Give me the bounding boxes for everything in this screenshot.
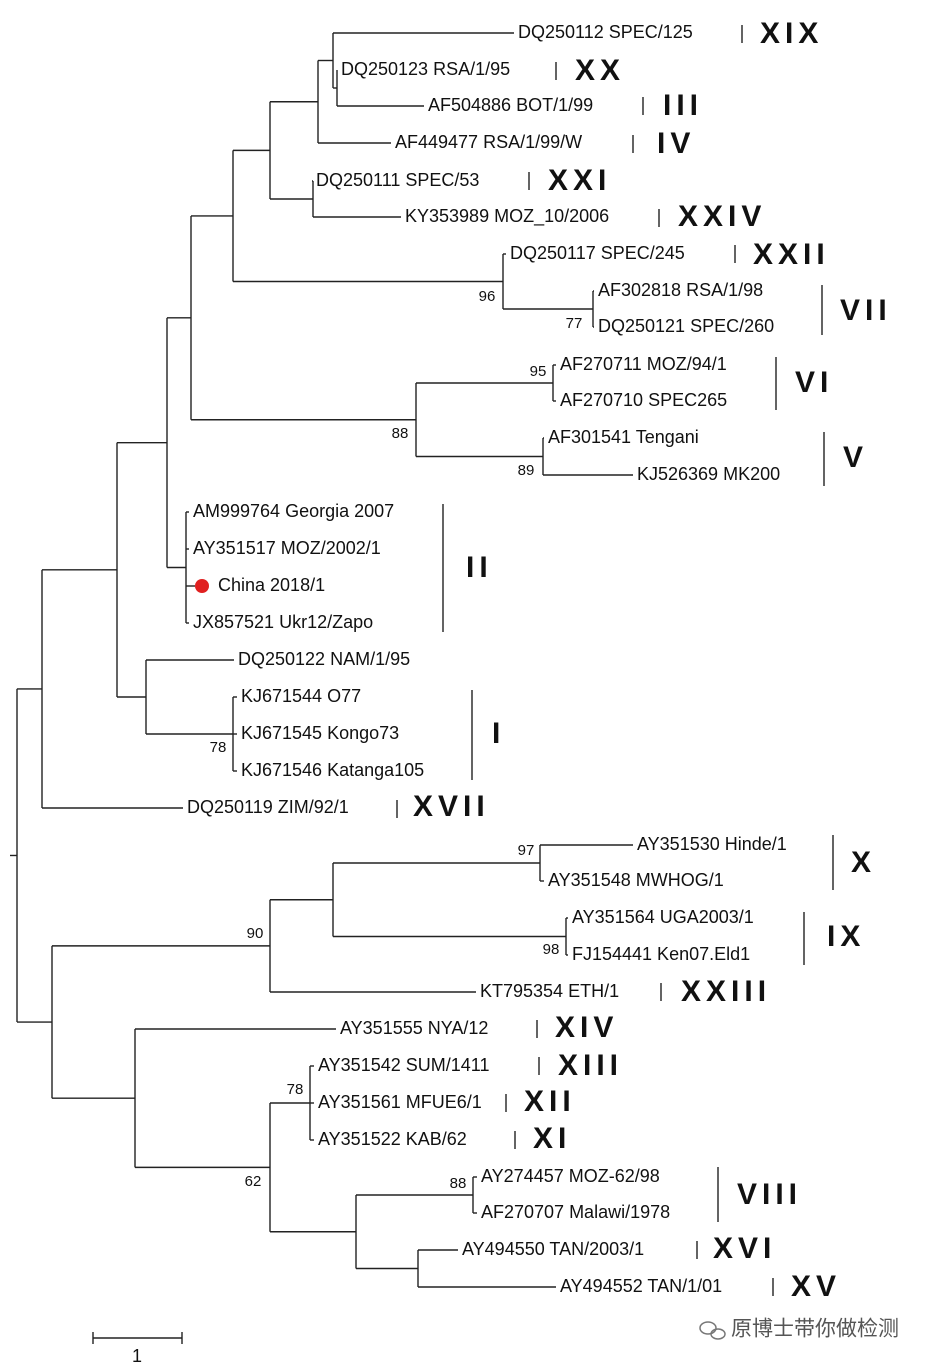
leaf-label: AY351548 MWHOG/1 bbox=[548, 870, 724, 890]
genotype-label: XIII bbox=[558, 1049, 623, 1082]
genotype-label: XVII bbox=[413, 790, 490, 823]
leaf-label: DQ250122 NAM/1/95 bbox=[238, 649, 410, 669]
leaf-label: AY351522 KAB/62 bbox=[318, 1129, 467, 1149]
genotype-label: VI bbox=[795, 366, 833, 399]
leaf-label: AY351530 Hinde/1 bbox=[637, 834, 787, 854]
bootstrap-value: 97 bbox=[518, 842, 535, 859]
bootstrap-value: 77 bbox=[566, 315, 583, 332]
leaf-label: AY351555 NYA/12 bbox=[340, 1018, 488, 1038]
genotype-label: III bbox=[663, 89, 703, 122]
leaf-label: KY353989 MOZ_10/2006 bbox=[405, 206, 609, 227]
genotype-label: IV bbox=[657, 127, 695, 160]
leaf-label: AF504886 BOT/1/99 bbox=[428, 95, 593, 115]
leaf-label: AY494550 TAN/2003/1 bbox=[462, 1239, 644, 1259]
leaf-label: AM999764 Georgia 2007 bbox=[193, 501, 394, 521]
leaf-label: AF270707 Malawi/1978 bbox=[481, 1202, 670, 1222]
scale-label: 1 bbox=[132, 1346, 142, 1366]
bootstrap-value: 62 bbox=[245, 1173, 262, 1190]
bootstrap-value: 88 bbox=[450, 1175, 467, 1192]
genotype-label: XXII bbox=[753, 238, 830, 271]
genotype-label: I bbox=[492, 717, 505, 750]
leaf-label: AY494552 TAN/1/01 bbox=[560, 1276, 722, 1296]
leaf-label: AF302818 RSA/1/98 bbox=[598, 280, 763, 300]
bootstrap-value: 90 bbox=[247, 925, 264, 942]
leaf-label: FJ154441 Ken07.Eld1 bbox=[572, 944, 750, 964]
genotype-label: IX bbox=[827, 920, 865, 953]
leaf-label: AF301541 Tengani bbox=[548, 427, 699, 447]
bootstrap-value: 89 bbox=[518, 462, 535, 479]
leaf-label: KJ671544 O77 bbox=[241, 686, 361, 706]
leaf-label: DQ250117 SPEC/245 bbox=[510, 243, 685, 263]
genotype-label: XXIV bbox=[678, 200, 766, 233]
leaf-label: AY274457 MOZ-62/98 bbox=[481, 1166, 660, 1186]
leaf-label: AF270711 MOZ/94/1 bbox=[560, 354, 727, 374]
watermark: 原博士带你做检测 bbox=[731, 1318, 899, 1341]
leaf-label: DQ250119 ZIM/92/1 bbox=[187, 797, 349, 817]
leaf-label: AF270710 SPEC265 bbox=[560, 390, 727, 410]
leaf-label: China 2018/1 bbox=[218, 575, 325, 595]
leaf-label: AY351542 SUM/1411 bbox=[318, 1055, 489, 1075]
leaf-label: DQ250111 SPEC/53 bbox=[316, 170, 479, 190]
genotype-label: VII bbox=[840, 294, 892, 327]
leaf-label: AF449477 RSA/1/99/W bbox=[395, 132, 582, 152]
bootstrap-value: 88 bbox=[392, 425, 409, 442]
leaf-label: AY351561 MFUE6/1 bbox=[318, 1092, 482, 1112]
genotype-label: XI bbox=[533, 1122, 571, 1155]
genotype-label: XXI bbox=[548, 164, 611, 197]
genotype-label: II bbox=[466, 551, 493, 584]
genotype-label: XV bbox=[791, 1270, 841, 1303]
leaf-label: KJ671545 Kongo73 bbox=[241, 723, 399, 743]
genotype-label: XIV bbox=[555, 1011, 618, 1044]
leaf-label: AY351517 MOZ/2002/1 bbox=[193, 538, 381, 558]
leaf-label: KJ526369 MK200 bbox=[637, 464, 780, 484]
bootstrap-value: 98 bbox=[543, 941, 560, 958]
bootstrap-value: 78 bbox=[287, 1081, 304, 1098]
genotype-label: XIX bbox=[760, 17, 823, 50]
leaf-label: DQ250121 SPEC/260 bbox=[598, 316, 774, 336]
watermark-icon bbox=[699, 1321, 726, 1340]
bootstrap-value: 96 bbox=[479, 288, 496, 305]
genotype-label: XII bbox=[524, 1085, 576, 1118]
leaf-label: KT795354 ETH/1 bbox=[480, 981, 619, 1001]
leaf-label: DQ250123 RSA/1/95 bbox=[341, 59, 510, 79]
genotype-label: V bbox=[843, 441, 868, 474]
bootstrap-value: 78 bbox=[210, 739, 227, 756]
genotype-label: XVI bbox=[713, 1232, 776, 1265]
highlight-marker bbox=[195, 579, 209, 593]
leaf-label: AY351564 UGA2003/1 bbox=[572, 907, 754, 927]
leaf-label: JX857521 Ukr12/Zapo bbox=[193, 612, 373, 632]
leaf-label: DQ250112 SPEC/125 bbox=[518, 22, 693, 42]
bootstrap-value: 95 bbox=[530, 363, 547, 380]
genotype-label: XXIII bbox=[681, 975, 771, 1008]
genotype-label: XX bbox=[575, 54, 625, 87]
genotype-label: X bbox=[851, 846, 876, 879]
leaf-label: KJ671546 Katanga105 bbox=[241, 760, 424, 780]
genotype-label: VIII bbox=[737, 1178, 802, 1211]
